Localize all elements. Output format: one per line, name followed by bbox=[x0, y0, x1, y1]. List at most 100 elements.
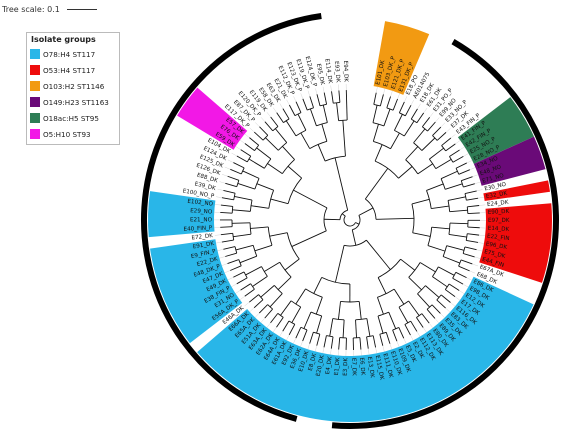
tree-branch bbox=[411, 119, 417, 123]
tree-branch bbox=[432, 267, 438, 277]
tree-branch bbox=[344, 216, 355, 226]
tree-branch bbox=[432, 227, 450, 229]
tree-branch bbox=[406, 147, 418, 160]
tree-branch bbox=[342, 214, 345, 217]
tip-connector bbox=[245, 302, 250, 306]
tree-branch bbox=[254, 300, 263, 308]
tree-branch bbox=[373, 336, 375, 348]
tip-connector bbox=[220, 182, 226, 184]
tree-branch bbox=[286, 121, 296, 136]
tree-branch bbox=[355, 223, 359, 225]
tip-connector bbox=[404, 338, 406, 343]
tree-branch bbox=[367, 319, 370, 337]
tree-branch bbox=[411, 321, 417, 331]
tip-connector bbox=[455, 140, 460, 144]
tree-branch bbox=[237, 278, 247, 284]
tip-connector bbox=[294, 96, 296, 101]
tip-connector bbox=[331, 85, 332, 91]
tree-branch bbox=[399, 327, 404, 338]
tree-branch bbox=[333, 102, 340, 103]
tree-branch bbox=[322, 124, 327, 141]
tip-connector bbox=[215, 204, 221, 205]
tree-branch bbox=[445, 290, 455, 297]
tip-connector bbox=[376, 87, 377, 93]
tree-branch bbox=[233, 234, 251, 237]
tree-branch bbox=[467, 206, 479, 207]
tip-connector bbox=[477, 250, 483, 251]
tip-connector bbox=[338, 84, 339, 90]
tree-branch bbox=[437, 300, 446, 308]
tip-connector bbox=[479, 235, 485, 236]
tree-branch bbox=[311, 312, 322, 316]
tree-branch bbox=[380, 334, 383, 346]
tree-branch bbox=[378, 312, 389, 316]
tree-branch bbox=[463, 184, 475, 187]
tip-connector bbox=[218, 249, 224, 250]
tree-branch bbox=[291, 301, 301, 307]
tip-connector bbox=[225, 167, 231, 169]
tip-connector bbox=[417, 104, 420, 109]
tree-branch bbox=[461, 260, 472, 264]
tree-branch bbox=[270, 294, 282, 307]
leaf-label: E7_DK bbox=[350, 358, 356, 376]
tree-branch bbox=[228, 260, 239, 264]
tree-branch bbox=[413, 233, 431, 237]
tree-branch bbox=[380, 94, 383, 106]
tree-branch bbox=[450, 210, 468, 211]
tree-branch bbox=[441, 171, 457, 178]
tree-branch bbox=[259, 305, 267, 314]
tree-branch bbox=[442, 138, 451, 146]
tree-branch bbox=[270, 313, 277, 322]
tree-branch bbox=[335, 245, 344, 282]
tip-connector bbox=[323, 87, 324, 93]
tree-branch bbox=[338, 301, 340, 319]
tip-connector bbox=[273, 327, 276, 332]
tree-branch bbox=[453, 278, 463, 284]
tip-connector bbox=[240, 296, 245, 300]
tree-branch bbox=[234, 196, 252, 200]
tip-connector bbox=[383, 346, 385, 352]
tree-branch bbox=[330, 319, 333, 337]
tree-branch bbox=[359, 301, 361, 319]
tree-branch bbox=[422, 117, 429, 126]
tree-branch bbox=[426, 184, 443, 190]
tip-connector bbox=[455, 297, 460, 301]
tip-connector bbox=[286, 335, 289, 340]
legend-item: O18ac:H5 ST95 bbox=[30, 113, 99, 123]
tree-branch bbox=[422, 127, 427, 131]
tree-branch bbox=[281, 301, 292, 316]
legend-swatch bbox=[30, 65, 40, 75]
tree-branch bbox=[459, 170, 470, 175]
tip-connector bbox=[280, 104, 283, 109]
tree-branch bbox=[245, 144, 255, 151]
tree-branch bbox=[339, 338, 340, 350]
tip-connector bbox=[478, 197, 484, 198]
tree-branch bbox=[257, 184, 274, 191]
tree-branch bbox=[411, 109, 417, 119]
tree-branch bbox=[459, 266, 470, 271]
tip-connector bbox=[451, 134, 456, 138]
tip-connector bbox=[338, 350, 339, 356]
tree-branch bbox=[225, 253, 237, 256]
tip-connector bbox=[424, 108, 427, 113]
tree-branch bbox=[394, 114, 402, 130]
tree-branch bbox=[251, 206, 269, 209]
tip-connector bbox=[245, 134, 250, 138]
tree-branch bbox=[447, 246, 464, 251]
tree-branch bbox=[428, 122, 436, 131]
tree-branch bbox=[445, 284, 449, 290]
tree-branch bbox=[277, 113, 284, 123]
tree-branch bbox=[228, 176, 239, 180]
tip-connector bbox=[410, 335, 413, 340]
tree-branch bbox=[409, 277, 422, 290]
legend-title: Isolate groups bbox=[31, 35, 96, 44]
tree-branch bbox=[273, 127, 278, 131]
tree-branch bbox=[449, 150, 459, 156]
tree-branch bbox=[352, 230, 356, 246]
tree-branch bbox=[393, 99, 397, 110]
tree-branches bbox=[220, 90, 480, 350]
tree-branch bbox=[445, 184, 462, 190]
tree-branch bbox=[233, 233, 234, 240]
tree-branch bbox=[399, 301, 409, 307]
tip-connector bbox=[308, 91, 310, 97]
